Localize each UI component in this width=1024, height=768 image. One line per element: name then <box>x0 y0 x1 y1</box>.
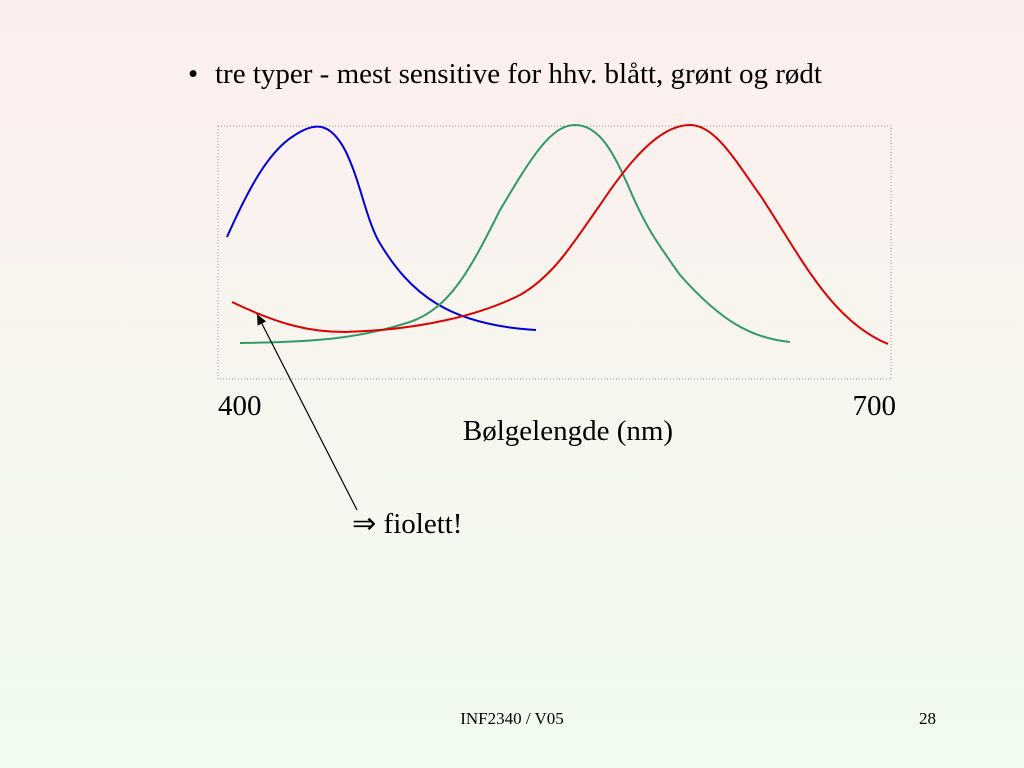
red-curve <box>231 123 889 345</box>
plot-frame <box>217 125 892 380</box>
footer-center: INF2340 / V05 <box>460 709 564 728</box>
annotation-text: ⇒ fiolett! <box>352 508 462 540</box>
annotation-arrow <box>256 313 358 511</box>
bullet-dot: • <box>188 58 198 90</box>
page-number: 28 <box>919 709 936 728</box>
axis-min-label: 400 <box>218 390 262 422</box>
green-curve <box>239 123 791 344</box>
axis-title: Bølgelengde (nm) <box>463 415 673 447</box>
blue-curve <box>226 125 537 331</box>
bullet-text: tre typer - mest sensitive for hhv. blåt… <box>215 58 822 90</box>
axis-max-label: 700 <box>853 390 897 422</box>
